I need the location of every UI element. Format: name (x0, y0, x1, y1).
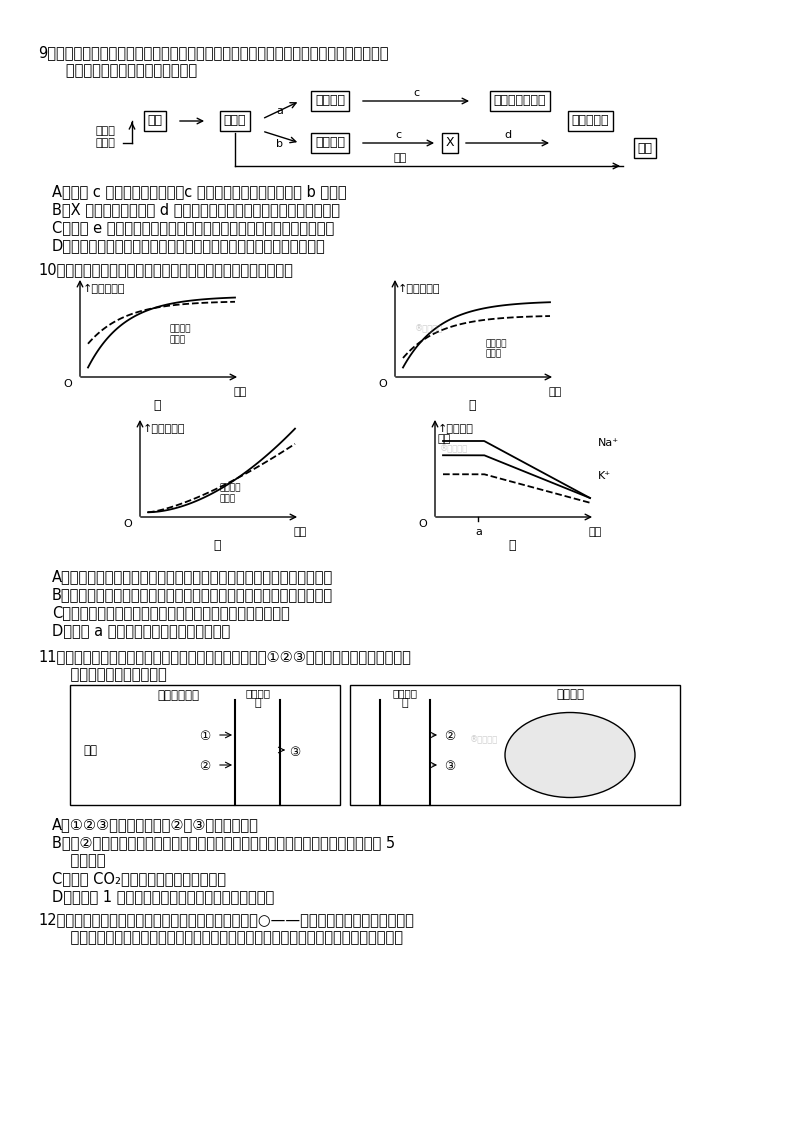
Text: 乙: 乙 (402, 698, 408, 708)
Text: D．炎热环境中，机体通过神经调节促进皮肤血管舒张使散热大于产热: D．炎热环境中，机体通过神经调节促进皮肤血管舒张使散热大于产热 (52, 238, 326, 252)
Text: 时间: 时间 (234, 387, 246, 397)
Text: C．图中 CO₂浓度最高的部位是组织细胞: C．图中 CO₂浓度最高的部位是组织细胞 (52, 871, 226, 886)
Text: 下丘脑: 下丘脑 (224, 114, 246, 128)
Text: A．①②③三种化学物质中②和③可以是葡萄糖: A．①②③三种化学物质中②和③可以是葡萄糖 (52, 817, 259, 832)
Text: 甲: 甲 (254, 698, 261, 708)
Text: b: b (276, 139, 283, 149)
Text: B．X 代表甲状腺，激素 d 的主要靶器官除图示外还包括垂体和下丘脑: B．X 代表甲状腺，激素 d 的主要靶器官除图示外还包括垂体和下丘脑 (52, 201, 340, 217)
Text: a: a (475, 528, 482, 537)
Text: K⁺: K⁺ (598, 471, 611, 481)
Text: 组织细胞: 组织细胞 (556, 688, 584, 701)
Text: 毛细血管: 毛细血管 (245, 688, 270, 698)
Text: B．乙图表示饮水过多时，抗利尿激素分泌与细胞外液渗透压变化的关系: B．乙图表示饮水过多时，抗利尿激素分泌与细胞外液渗透压变化的关系 (52, 588, 333, 602)
Text: 垂体后叶: 垂体后叶 (315, 94, 345, 108)
Text: 时间: 时间 (548, 387, 562, 397)
Text: 甲: 甲 (154, 398, 162, 412)
Text: 小肠上皮细胞: 小肠上皮细胞 (157, 689, 199, 702)
Text: 丙: 丙 (214, 539, 222, 552)
Text: ®正确教育: ®正确教育 (470, 735, 498, 744)
Text: B．若②为氨基酸，经吸收、运输，在组织细胞中的核糖体上合成组织蛋白共要穿过 5: B．若②为氨基酸，经吸收、运输，在组织细胞中的核糖体上合成组织蛋白共要穿过 5 (52, 835, 395, 850)
Text: 肌肉、肝脏: 肌肉、肝脏 (571, 114, 609, 128)
Text: C．丙图表示细胞外液渗透压升高时，抗利尿激素分泌的变化: C．丙图表示细胞外液渗透压升高时，抗利尿激素分泌的变化 (52, 604, 290, 620)
Text: 肠腔: 肠腔 (83, 744, 97, 756)
Text: c: c (413, 88, 419, 98)
Text: ③: ③ (444, 761, 456, 773)
Text: 时间: 时间 (294, 528, 306, 537)
Text: 层生物膜: 层生物膜 (52, 854, 106, 868)
Text: 11．下图中甲、乙为人体内两种不同组织处的毛细血管，①②③表示某些化学物质。请据图: 11．下图中甲、乙为人体内两种不同组织处的毛细血管，①②③表示某些化学物质。请据… (38, 649, 411, 664)
Text: 时间: 时间 (588, 528, 602, 537)
Text: A．甲图表示食物过咸时，抗利尿激素分泌与细胞外液渗透压变化的关系: A．甲图表示食物过咸时，抗利尿激素分泌与细胞外液渗透压变化的关系 (52, 569, 334, 584)
Text: ①: ① (199, 730, 210, 744)
Text: O: O (63, 379, 72, 389)
Text: 10．下图是关于抗利尿激素调节的曲线图，下列叙述中正确的是: 10．下图是关于抗利尿激素调节的曲线图，下列叙述中正确的是 (38, 261, 293, 277)
Text: X: X (446, 137, 454, 149)
Text: 神经: 神经 (394, 153, 406, 163)
Text: D．丁图 a 点时注射的不可能是抗利尿激素: D．丁图 a 点时注射的不可能是抗利尿激素 (52, 623, 230, 638)
Text: 细胞外液
渗透压: 细胞外液 渗透压 (220, 483, 242, 503)
Text: ②: ② (444, 730, 456, 744)
Text: O: O (418, 518, 427, 529)
Text: 机体: 机体 (147, 114, 162, 128)
Text: D．人进食 1 小时后，毛细血管内的胰岛素含量会升高: D．人进食 1 小时后，毛细血管内的胰岛素含量会升高 (52, 889, 274, 904)
Text: 细胞外液
渗透压: 细胞外液 渗透压 (170, 325, 191, 344)
Text: 9．人体内环境稳态的维持依赖复杂的调节机制，如图为人体内体温调节和水平衡调节的部: 9．人体内环境稳态的维持依赖复杂的调节机制，如图为人体内体温调节和水平衡调节的部 (38, 45, 389, 60)
Text: 分过程示意图。以下分析正确的是: 分过程示意图。以下分析正确的是 (52, 63, 197, 78)
Text: ®正确教育: ®正确教育 (415, 325, 443, 334)
Text: 尿素: 尿素 (438, 434, 451, 444)
Text: ③: ③ (290, 746, 301, 758)
Text: 末梢（即一个完整的神经元模式）。图乙表示突触的显微结构模式图。下列关于图解的: 末梢（即一个完整的神经元模式）。图乙表示突触的显微结构模式图。下列关于图解的 (52, 931, 403, 945)
Text: 乙: 乙 (469, 398, 476, 412)
Bar (70, 685, 340, 805)
Text: 垂体前叶: 垂体前叶 (315, 137, 345, 149)
Text: 毛细血管: 毛细血管 (393, 688, 418, 698)
Bar (350, 685, 680, 805)
Text: O: O (123, 518, 132, 529)
Text: A．图中 c 代表促甲状腺激素，c 含量过高时会反馈抑制激素 b 的分泌: A．图中 c 代表促甲状腺激素，c 含量过高时会反馈抑制激素 b 的分泌 (52, 185, 346, 199)
Text: ↑抗利尿激素: ↑抗利尿激素 (83, 284, 126, 294)
Text: a: a (276, 106, 283, 115)
Text: ↑抗利尿激素: ↑抗利尿激素 (143, 424, 186, 434)
Text: C．图中 e 在下丘脑合成，人体血浆渗透压降低时会导致其分泌量增加: C．图中 e 在下丘脑合成，人体血浆渗透压降低时会导致其分泌量增加 (52, 220, 334, 235)
Text: 判断下列选项不正确的是: 判断下列选项不正确的是 (52, 667, 166, 681)
Text: Na⁺: Na⁺ (598, 438, 619, 448)
Text: 皮肤: 皮肤 (638, 142, 653, 154)
Text: 丁: 丁 (509, 539, 516, 552)
Text: c: c (395, 130, 402, 140)
Ellipse shape (505, 712, 635, 798)
Text: d: d (504, 130, 511, 140)
Text: 细胞外液
渗透压: 细胞外液 渗透压 (485, 338, 506, 359)
Text: ®正确教育: ®正确教育 (440, 444, 468, 453)
Text: 内外环
境刺激: 内外环 境刺激 (95, 126, 115, 147)
Text: O: O (378, 379, 387, 389)
Text: ↑抗利尿激素: ↑抗利尿激素 (398, 284, 441, 294)
Text: 肾小管、集合管: 肾小管、集合管 (494, 94, 546, 108)
Text: ②: ② (199, 761, 210, 773)
Text: 12．如图甲表示反射弧中三个神经元及其联系，其中一○——表示从树突到胞体再到轴突及: 12．如图甲表示反射弧中三个神经元及其联系，其中一○——表示从树突到胞体再到轴突… (38, 912, 414, 927)
Text: ↑尿液浓度: ↑尿液浓度 (438, 424, 474, 434)
